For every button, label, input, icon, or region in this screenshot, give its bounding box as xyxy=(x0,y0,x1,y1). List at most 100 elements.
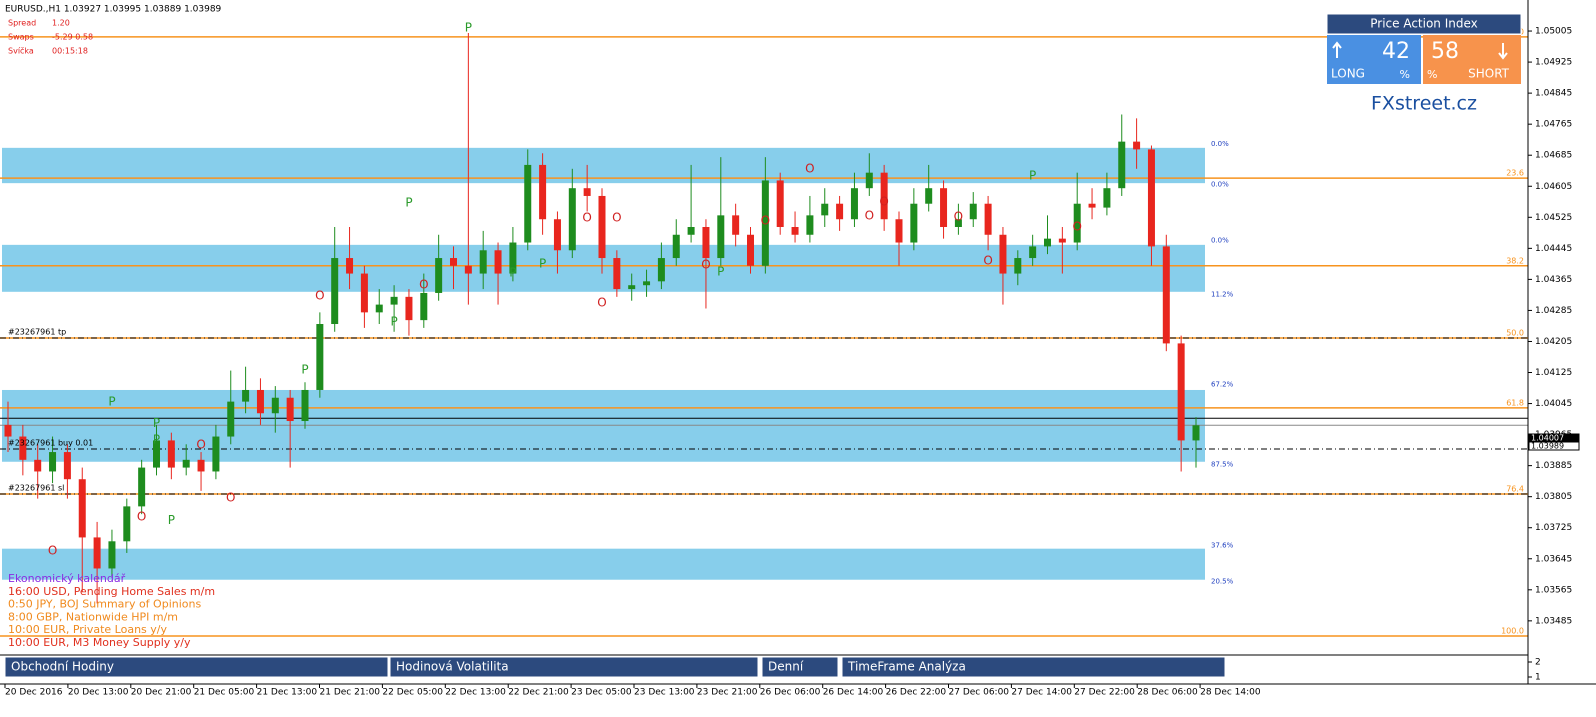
pattern-marker: P xyxy=(465,20,472,34)
x-tick-label: 21 Dec 05:00 xyxy=(194,688,255,698)
candle-body xyxy=(598,195,606,259)
info-label: Swaps xyxy=(8,33,34,42)
fib-label: 38.2 xyxy=(1506,256,1524,265)
candle-body xyxy=(4,424,12,437)
candle-body xyxy=(435,258,443,293)
candle-body xyxy=(1058,238,1066,243)
candle-body xyxy=(494,250,502,274)
sub-tick-label: 1 xyxy=(1535,673,1541,683)
candle-body xyxy=(657,258,665,282)
candle-body xyxy=(375,304,383,313)
pai-long-box xyxy=(1327,35,1421,84)
candle-body xyxy=(821,203,829,216)
x-tick-label: 20 Dec 2016 xyxy=(5,688,63,698)
pattern-marker: P xyxy=(509,265,516,279)
pai-short-label: SHORT xyxy=(1468,67,1510,81)
pai-long-value: 42 xyxy=(1382,39,1410,64)
candle-body xyxy=(1014,258,1022,274)
pattern-marker: O xyxy=(865,209,874,223)
candle-body xyxy=(1118,141,1126,189)
pattern-marker: P xyxy=(539,256,546,270)
x-tick-label: 21 Dec 21:00 xyxy=(320,688,381,698)
trade-label: #23267961 sl xyxy=(8,483,64,492)
trade-label: #23267961 tp xyxy=(8,327,66,336)
candle-body xyxy=(880,172,888,220)
candle-body xyxy=(850,188,858,220)
pai-short-unit: % xyxy=(1427,68,1437,81)
info-value: -5.29 0.58 xyxy=(52,33,93,42)
candle-body xyxy=(19,436,27,460)
candle-body xyxy=(747,234,754,266)
pattern-marker: O xyxy=(612,211,621,225)
candle-body xyxy=(479,250,487,274)
candle-body xyxy=(212,436,220,472)
x-tick-label: 22 Dec 13:00 xyxy=(445,688,506,698)
y-tick-label: 1.04685 xyxy=(1535,151,1572,161)
brand: FXstreet.cz xyxy=(1371,93,1477,115)
candle-body xyxy=(197,459,205,472)
panel-title: Denní xyxy=(768,660,804,674)
x-tick-label: 27 Dec 14:00 xyxy=(1011,688,1072,698)
pattern-marker: P xyxy=(405,195,412,209)
candle-body xyxy=(613,258,621,290)
x-tick-label: 21 Dec 13:00 xyxy=(257,688,318,698)
info-label: Spread xyxy=(8,19,36,28)
y-tick-label: 1.03805 xyxy=(1535,492,1572,502)
y-tick-label: 1.04045 xyxy=(1535,399,1572,409)
candle-body xyxy=(227,401,235,437)
y-tick-label: 1.03645 xyxy=(1535,554,1572,564)
x-tick-label: 28 Dec 14:00 xyxy=(1200,688,1261,698)
candle-body xyxy=(1162,246,1170,344)
candle-body xyxy=(524,164,532,243)
candle-body xyxy=(331,258,339,325)
candle-body xyxy=(1103,188,1111,208)
candle-body xyxy=(895,219,903,243)
calendar-title: Ekonomický kalendář xyxy=(8,572,126,585)
candle-body xyxy=(553,219,561,251)
candle-body xyxy=(776,180,784,227)
zone xyxy=(2,389,1205,462)
candle-body xyxy=(182,459,190,468)
pattern-marker: O xyxy=(315,289,324,303)
candle-body xyxy=(108,541,116,569)
x-tick-label: 20 Dec 13:00 xyxy=(68,688,129,698)
pai-long-label: LONG xyxy=(1331,67,1365,81)
candle-body xyxy=(583,188,591,196)
y-tick-label: 1.04125 xyxy=(1535,368,1572,378)
candle-body xyxy=(643,281,651,286)
candle-body xyxy=(390,296,398,305)
pattern-marker: O xyxy=(879,195,888,209)
price-label: 1.03989 xyxy=(1531,442,1564,451)
panel-title: Hodinová Volatilita xyxy=(396,660,509,674)
candle-body xyxy=(509,242,517,274)
zone-label: 0.0% xyxy=(1211,140,1229,148)
candle-body xyxy=(628,285,636,290)
y-tick-label: 1.03885 xyxy=(1535,461,1572,471)
candle-body xyxy=(242,389,250,402)
pattern-marker: O xyxy=(196,438,205,452)
trade-label: #23267961 buy 0.01 xyxy=(8,438,93,447)
calendar-event: 16:00 USD, Pending Home Sales m/m xyxy=(8,585,215,598)
pattern-marker: P xyxy=(153,433,160,447)
candle-body xyxy=(78,479,86,538)
calendar-event: 10:00 EUR, M3 Money Supply y/y xyxy=(8,636,191,649)
info-label: Svíčka xyxy=(8,46,34,56)
pattern-marker: P xyxy=(153,416,160,430)
candle-body xyxy=(791,226,799,235)
candle-body xyxy=(34,459,42,472)
panel-header xyxy=(389,656,759,678)
candle-body xyxy=(1192,425,1200,441)
zone-label: 0.0% xyxy=(1211,237,1229,245)
candle-body xyxy=(286,397,294,422)
x-tick-label: 26 Dec 14:00 xyxy=(823,688,884,698)
sub-tick-label: 2 xyxy=(1535,658,1541,668)
price-label-box xyxy=(1528,441,1580,451)
candle-body xyxy=(865,172,873,189)
x-tick-label: 27 Dec 22:00 xyxy=(1074,688,1135,698)
candle-body xyxy=(954,219,962,227)
y-tick-label: 1.04925 xyxy=(1535,58,1572,68)
candle-body xyxy=(316,324,324,390)
arrow-down xyxy=(1498,43,1508,60)
candle-body xyxy=(63,452,71,480)
